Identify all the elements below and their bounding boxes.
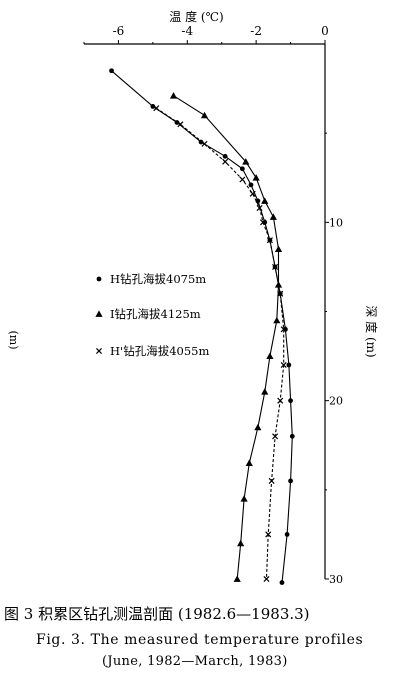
- series-h-point: [286, 362, 292, 368]
- legend-label-series-h: H钻孔海拔4075m: [110, 272, 206, 286]
- series-i-point: [200, 111, 209, 119]
- x-tick-label: -2: [250, 24, 262, 38]
- series-h-point: [150, 104, 156, 109]
- series-h-prime-point: [153, 105, 160, 112]
- series-i-point: [169, 92, 178, 99]
- legend-label-series-h-prime: H'钻孔海拔4055m: [110, 344, 209, 358]
- series-i-point: [266, 352, 274, 359]
- legend-series-h-point: [96, 276, 102, 282]
- series-h-prime-point: [277, 290, 284, 297]
- y-axis-label: 深 度 (m): [364, 305, 379, 357]
- series-h-line: [111, 70, 293, 583]
- figure-caption-date-range: (June, 1982—March, 1983): [102, 654, 288, 669]
- series-h-point: [255, 198, 261, 204]
- series-h-prime-point: [249, 190, 256, 197]
- y-tick-label: 30: [329, 573, 343, 586]
- y-tick-label: 10: [329, 216, 343, 229]
- series-h-prime-point: [256, 205, 263, 212]
- x-tick-label: -6: [113, 24, 125, 38]
- series-h-point: [222, 153, 228, 159]
- series-i-point: [233, 575, 241, 582]
- series-i-point: [252, 174, 260, 181]
- figure-caption-chinese: 图 3 积累区钻孔测温剖面 (1982.6—1983.3): [4, 605, 310, 623]
- series-h-point: [289, 433, 295, 439]
- left-axis-label: (m): [7, 330, 20, 349]
- x-tick-label: -4: [181, 24, 193, 38]
- y-tick-label: 20: [329, 395, 343, 408]
- series-h-prime-point: [177, 121, 184, 128]
- series-h-point: [239, 166, 245, 172]
- series-h-point: [284, 532, 290, 537]
- chart-canvas: -6 -4 -2 0 温 度 (℃) 10 20 30 深 度 (m) (m) H钻孔海拔4075m…: [7, 9, 379, 586]
- series-h-prime-point: [266, 237, 273, 244]
- series-h-point: [248, 182, 254, 188]
- series-i-point: [261, 197, 269, 204]
- series-i-point: [269, 213, 277, 220]
- series-h-prime-point: [265, 531, 272, 538]
- series-i-point: [245, 459, 253, 466]
- x-tick-label: 0: [321, 24, 329, 38]
- series-h-prime-point: [260, 219, 267, 226]
- series-i-point: [261, 388, 269, 395]
- series-i-point: [254, 423, 262, 431]
- series-i-point: [242, 158, 250, 165]
- series-h-prime-point: [272, 433, 279, 440]
- series-h-prime-point: [222, 158, 229, 165]
- series-h-prime-point: [280, 361, 287, 369]
- series-i-point: [237, 539, 245, 547]
- series-h-prime-point: [201, 140, 208, 147]
- series-h-point: [198, 139, 204, 145]
- x-axis-label: 温 度 (℃): [169, 9, 223, 24]
- series-h-prime-point: [263, 575, 270, 583]
- series-i-line: [173, 95, 280, 580]
- series-h-prime-point: [268, 477, 275, 484]
- legend-series-i-point: [95, 310, 103, 317]
- series-h-prime-point: [272, 263, 279, 270]
- series-h-point: [109, 68, 114, 74]
- series-i-point: [240, 495, 248, 502]
- series-h-point: [288, 398, 293, 404]
- series-i-point: [274, 281, 283, 288]
- legend-label-series-i: I钻孔海拔4125m: [110, 307, 201, 321]
- series-h-prime-point: [239, 176, 246, 183]
- series-i-point: [273, 316, 281, 324]
- series-h-prime-point: [280, 326, 287, 333]
- series-i-point: [274, 245, 283, 252]
- legend-series-h-prime-point: [95, 347, 103, 355]
- series-h-point: [279, 580, 285, 585]
- series-h-prime-line: [155, 107, 285, 580]
- figure-caption-english: Fig. 3. The measured temperature profile…: [36, 632, 364, 648]
- series-h-prime-point: [277, 397, 284, 404]
- series-h-point: [288, 478, 293, 484]
